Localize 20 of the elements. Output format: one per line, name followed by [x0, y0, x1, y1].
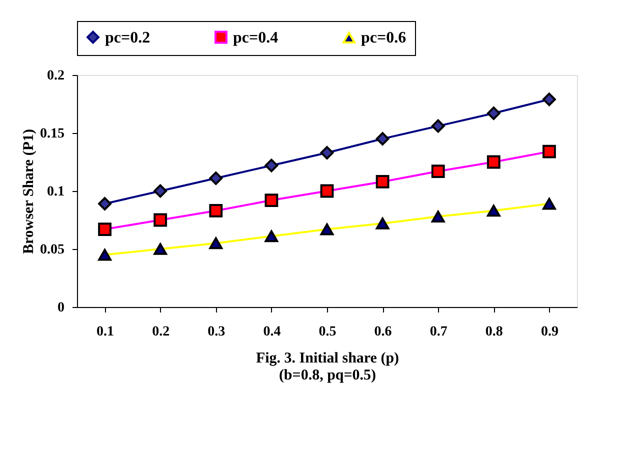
x-tick-label: 0.9 — [540, 324, 558, 340]
x-tick-label: 0.2 — [152, 324, 170, 340]
legend-label: pc=0.2 — [105, 29, 150, 46]
y-tick-label: 0.1 — [47, 184, 64, 200]
x-tick-label: 0.6 — [374, 324, 392, 340]
x-tick-label: 0.5 — [318, 324, 336, 340]
y-tick-label: 0.05 — [40, 242, 64, 258]
x-tick-label: 0.3 — [208, 324, 226, 340]
legend-label: pc=0.6 — [361, 30, 406, 47]
legend-label: pc=0.4 — [233, 29, 278, 46]
y-tick-label: 0.2 — [47, 68, 64, 84]
y-tick-label: 0 — [58, 300, 64, 316]
y-axis-title: Browser Share (P1) — [21, 129, 37, 254]
text: (b=0.8, pq=0.5) — [278, 368, 376, 384]
x-tick-label: 0.1 — [96, 324, 114, 340]
x-axis-title: Fig. 3. Initial share (p) — [256, 350, 400, 366]
x-tick-label: 0.4 — [263, 324, 281, 340]
x-tick-label: 0.8 — [485, 324, 503, 340]
x-tick-label: 0.7 — [430, 324, 448, 340]
y-tick-label: 0.15 — [40, 126, 64, 142]
